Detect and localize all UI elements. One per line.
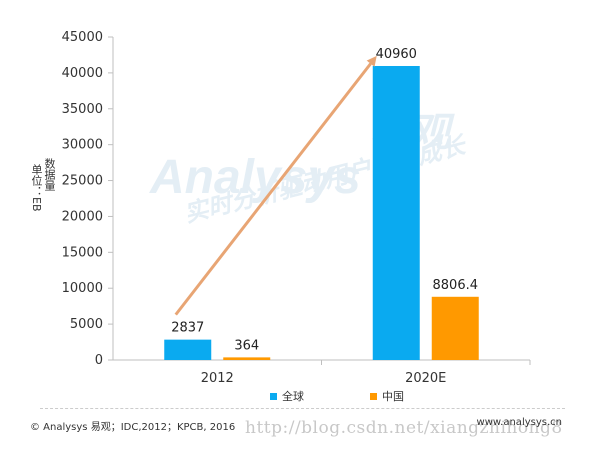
x-axis: 2012 2020E: [113, 359, 531, 386]
legend-item-china: 中国: [370, 388, 404, 404]
legend-swatch-global: [270, 392, 277, 400]
y-axis-label-unit: 单位：EB: [30, 164, 43, 212]
y-axis-label: 数据量 单位：EB: [30, 158, 56, 212]
y-tick-label: 10000: [62, 281, 103, 296]
source-note: © Analysys 易观；IDC,2012；KPCB, 2016: [30, 422, 236, 433]
legend: 全球 中国: [0, 388, 600, 406]
y-tick-label: 30000: [62, 138, 103, 153]
data-label: 364: [234, 338, 259, 353]
footer-divider: [40, 408, 565, 409]
x-tick-label: 2020E: [405, 371, 446, 386]
data-labels: 2837 364 40960 8806.4: [171, 47, 478, 353]
bars: [164, 65, 479, 360]
x-tick-label: 2012: [201, 371, 234, 386]
data-label: 2837: [171, 321, 204, 336]
y-tick-label: 35000: [62, 102, 103, 117]
y-tick-label: 5000: [70, 317, 103, 332]
y-tick-label: 25000: [62, 174, 103, 189]
y-tick-label: 20000: [62, 209, 103, 224]
y-axis-label-main: 数据量: [43, 158, 56, 191]
legend-swatch-china: [370, 392, 377, 400]
legend-label-global: 全球: [282, 390, 304, 403]
bar: [372, 65, 420, 360]
y-tick-label: 40000: [62, 66, 103, 81]
legend-item-global: 全球: [270, 388, 304, 404]
bar: [223, 357, 271, 360]
y-tick-label: 0: [95, 353, 103, 368]
y-tick-label: 45000: [62, 30, 103, 45]
legend-label-china: 中国: [382, 390, 404, 403]
trend-arrow: [174, 55, 377, 316]
site-url: www.analysys.cn: [476, 417, 562, 428]
data-label: 8806.4: [433, 278, 479, 293]
bar: [164, 339, 212, 360]
y-tick-label: 15000: [62, 245, 103, 260]
url-watermark: http://blog.csdn.net/xiangzhihong8: [245, 418, 563, 438]
bar: [431, 296, 479, 360]
data-label: 40960: [376, 47, 417, 62]
y-axis: 0 5000 10000 15000 20000 25000 30000 35000 40000…: [62, 30, 114, 368]
